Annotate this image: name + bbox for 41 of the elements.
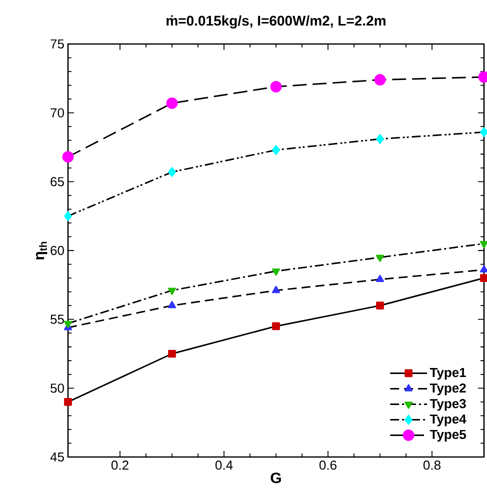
y-tick-label: 60: [50, 246, 64, 256]
y-tick-label: 65: [50, 177, 64, 186]
x-tick-label: 0.2: [111, 460, 128, 470]
y-axis-title: η$_{th}$: [36, 242, 48, 260]
x-tick-label: 0.8: [423, 460, 440, 470]
point: [480, 274, 487, 282]
legend-label: Type2: [430, 383, 466, 396]
point: [374, 74, 386, 86]
point: [272, 268, 280, 276]
point: [376, 274, 384, 282]
x-axis-title: G: [270, 472, 281, 484]
point: [62, 151, 74, 163]
point: [376, 134, 384, 144]
point: [376, 254, 384, 262]
x-tick-label: 0.6: [319, 460, 336, 470]
point: [64, 398, 72, 406]
point: [168, 167, 176, 177]
point: [270, 80, 282, 92]
y-tick-label: 45: [50, 452, 64, 462]
x-tick-label: 0.4: [215, 460, 233, 470]
y-tick-label: 70: [50, 108, 64, 118]
point: [376, 302, 384, 310]
y-tick-label: 50: [50, 384, 64, 393]
point: [480, 265, 487, 272]
legend-label: Type3: [430, 399, 466, 411]
legend-label: Type4: [430, 414, 466, 426]
point: [166, 97, 178, 109]
y-tick-label: 75: [50, 39, 64, 49]
point: [272, 286, 280, 294]
chart-title: ṁ=0.015kg/s, I=600W/m2, L=2.2m: [166, 15, 386, 28]
legend-label: Type1: [430, 368, 466, 380]
point: [168, 301, 176, 308]
point: [168, 350, 176, 358]
point: [272, 145, 280, 155]
point: [272, 322, 280, 330]
point: [64, 211, 72, 222]
y-tick-label: 55: [50, 314, 64, 324]
point: [64, 320, 72, 328]
point: [480, 240, 487, 248]
legend-label: Type5: [430, 430, 466, 442]
point: [168, 288, 176, 295]
